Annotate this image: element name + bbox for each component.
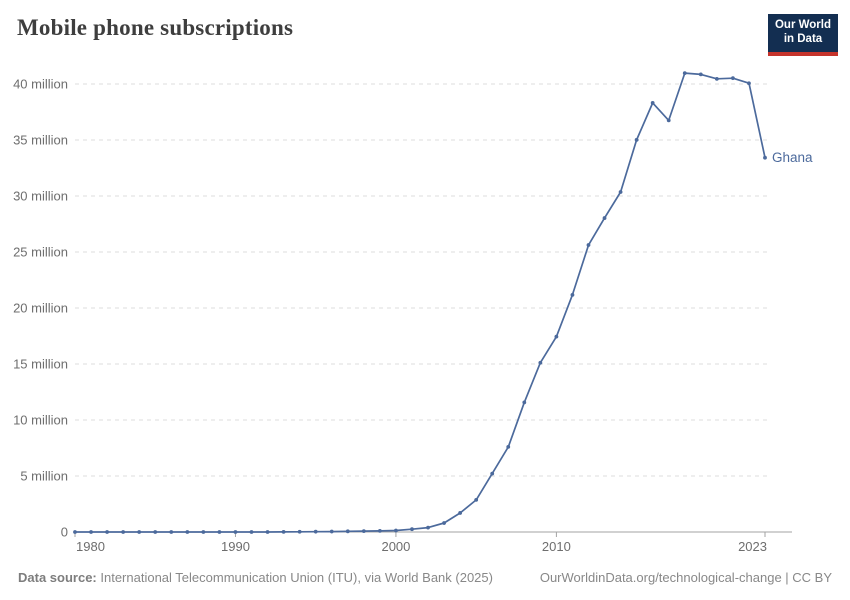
y-axis-tick-label: 10 million	[13, 413, 68, 428]
series-end-label-ghana[interactable]: Ghana	[772, 150, 813, 165]
chart-title: Mobile phone subscriptions	[17, 15, 294, 40]
y-axis-tick-label: 0	[61, 525, 68, 540]
data-point[interactable]	[105, 530, 109, 534]
footer-citation-link[interactable]: OurWorldinData.org/technological-change …	[539, 570, 832, 585]
data-point[interactable]	[442, 521, 446, 525]
y-axis-tick-label: 40 million	[13, 77, 68, 92]
data-point[interactable]	[426, 525, 430, 530]
data-point[interactable]	[297, 529, 302, 534]
data-point[interactable]	[89, 530, 93, 534]
owid-logo-line1: Our World	[774, 19, 831, 31]
data-point[interactable]	[538, 360, 543, 365]
x-axis-tick-label: 2023	[738, 539, 767, 554]
data-point[interactable]	[410, 527, 414, 532]
y-axis-tick-label: 35 million	[13, 133, 68, 148]
data-point[interactable]	[634, 137, 639, 142]
owid-logo[interactable]: Our World in Data	[768, 14, 838, 56]
data-point[interactable]	[137, 530, 142, 534]
data-point[interactable]	[281, 529, 286, 534]
data-point[interactable]	[586, 243, 591, 247]
data-point[interactable]	[265, 530, 270, 534]
y-axis-tick-label: 30 million	[13, 189, 68, 204]
data-point[interactable]	[313, 529, 318, 534]
x-axis-tick-label: 1980	[76, 539, 105, 554]
data-point[interactable]	[458, 511, 463, 515]
chart-footer: Data source: International Telecommunica…	[18, 570, 832, 585]
data-point[interactable]	[169, 530, 174, 534]
data-point[interactable]	[249, 530, 254, 534]
data-point[interactable]	[345, 529, 350, 534]
data-point[interactable]	[747, 81, 751, 86]
data-point[interactable]	[682, 71, 687, 76]
data-point[interactable]	[570, 292, 575, 297]
data-point[interactable]	[506, 444, 511, 449]
data-point[interactable]	[474, 497, 479, 502]
data-point[interactable]	[361, 529, 366, 534]
y-axis-tick-label: 15 million	[13, 357, 68, 372]
data-point[interactable]	[377, 528, 382, 533]
data-point[interactable]	[121, 530, 126, 534]
data-point[interactable]	[522, 400, 527, 405]
data-point[interactable]	[153, 530, 158, 534]
data-point[interactable]	[490, 471, 495, 476]
data-source-label: Data source:	[18, 570, 97, 585]
data-point[interactable]	[731, 76, 735, 81]
y-axis-tick-label: 25 million	[13, 245, 68, 260]
data-point[interactable]	[394, 528, 398, 533]
data-point[interactable]	[217, 530, 222, 534]
data-point[interactable]	[698, 72, 703, 77]
data-point[interactable]	[185, 530, 190, 534]
y-axis-tick-label: 5 million	[20, 469, 68, 484]
x-axis-tick-label: 2000	[381, 539, 410, 554]
data-source-text: International Telecommunication Union (I…	[100, 570, 493, 585]
data-point[interactable]	[233, 530, 238, 534]
data-point[interactable]	[763, 155, 767, 160]
data-point[interactable]	[329, 529, 334, 534]
data-point[interactable]	[554, 334, 559, 339]
data-point[interactable]	[666, 118, 671, 123]
owid-logo-line2: in Data	[783, 33, 823, 46]
data-point[interactable]	[602, 216, 607, 220]
data-point[interactable]	[73, 530, 77, 534]
x-axis-tick-label: 2010	[542, 539, 571, 554]
data-source-note: Data source: International Telecommunica…	[18, 570, 493, 585]
data-line-ghana[interactable]	[74, 72, 766, 533]
data-point[interactable]	[714, 76, 719, 81]
data-point[interactable]	[618, 190, 623, 194]
data-point[interactable]	[650, 101, 655, 105]
data-point[interactable]	[201, 530, 206, 534]
x-axis-tick-label: 1990	[221, 539, 250, 554]
y-axis-tick-label: 20 million	[13, 301, 68, 316]
